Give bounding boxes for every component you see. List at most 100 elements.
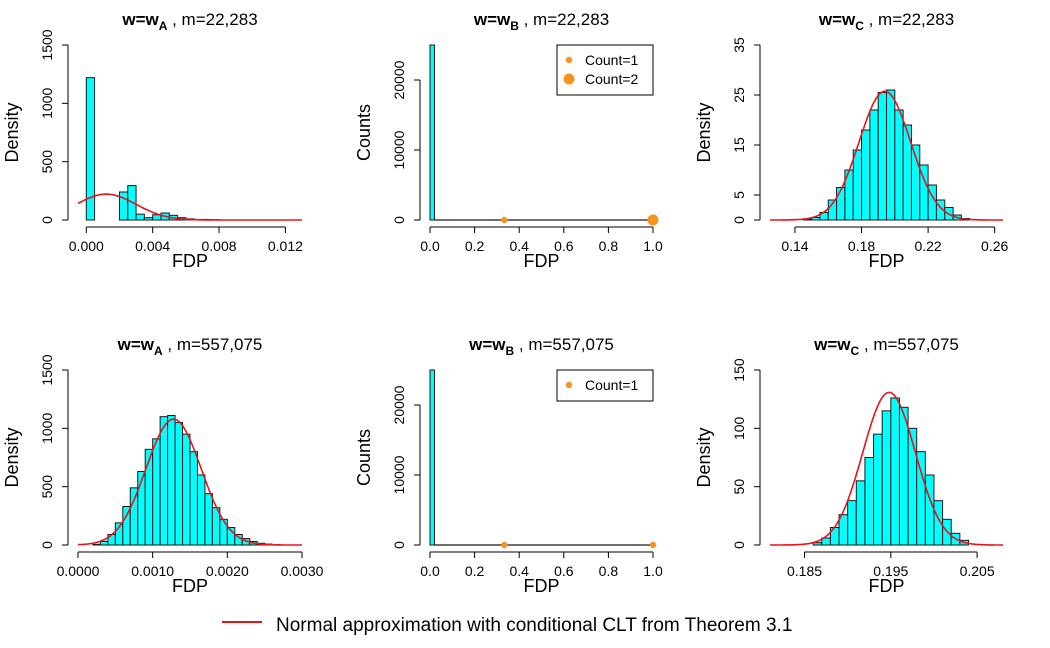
count-legend-box: [556, 369, 654, 402]
chart-title: w=wC , m=22,283: [818, 10, 954, 33]
x-tick-label: 0.8: [599, 563, 619, 579]
count-legend-label: Count=1: [585, 377, 639, 393]
y-tick-label: 0: [391, 216, 407, 224]
x-tick-label: 0.0010: [131, 563, 174, 579]
count-point: [649, 541, 657, 549]
x-tick-label: 0.008: [202, 238, 237, 254]
y-axis-label: Density: [2, 427, 22, 487]
histogram-bar: [869, 109, 879, 221]
histogram-bar: [886, 89, 896, 221]
figure-legend: Normal approximation with conditional CL…: [222, 615, 792, 636]
count-legend-marker: [565, 56, 573, 64]
y-tick-label: 0: [731, 541, 747, 549]
chart-title-rest: , m=22,283: [167, 10, 257, 29]
y-axis-label: Counts: [354, 104, 374, 161]
histogram-bar: [852, 149, 863, 221]
y-axis-label: Counts: [354, 429, 374, 486]
x-tick-label: 0.2: [465, 238, 485, 254]
histogram-bar: [855, 480, 866, 546]
chart-title-rest: , m=557,075: [514, 335, 614, 354]
x-axis-label: FDP: [869, 576, 905, 596]
x-tick-label: 0.4: [509, 563, 529, 579]
y-tick-label: 0: [39, 216, 55, 224]
chart-title-subscript: A: [159, 19, 168, 33]
chart-title-subscript: C: [855, 19, 864, 33]
count-point: [501, 541, 508, 549]
x-tick-label: 0.205: [960, 563, 995, 579]
y-tick-label: 500: [39, 150, 55, 174]
chart-title: w=wA , m=557,075: [117, 335, 263, 358]
x-tick-label: 1.0: [643, 563, 663, 579]
histogram-bar: [204, 493, 213, 546]
histogram-bar: [429, 369, 435, 546]
x-axis-label: FDP: [524, 251, 560, 271]
normal-curve: [77, 418, 302, 546]
chart-title-main: w=w: [117, 335, 155, 354]
histogram-bar: [144, 448, 154, 546]
histogram-bar: [129, 487, 139, 546]
histogram-bar: [189, 451, 198, 546]
histogram-bar: [85, 77, 96, 221]
y-tick-label: 500: [39, 475, 55, 499]
x-tick-label: 0.195: [873, 563, 908, 579]
x-tick-label: 0.0030: [281, 563, 324, 579]
count-legend-label: Count=1: [585, 52, 639, 68]
x-tick-label: 0.6: [554, 563, 574, 579]
chart-title: w=wB , m=22,283: [473, 10, 609, 33]
count-legend-box: [556, 44, 654, 96]
x-tick-label: 1.0: [643, 238, 663, 254]
panel-6: w=wC , m=557,075 0.185 0.195 0.205 FDP 0 50 100…: [694, 335, 1003, 596]
count-legend: Count=1 Count=2: [556, 44, 654, 96]
count-point: [647, 214, 659, 226]
y-tick-label: 10000: [391, 130, 407, 169]
normal-curve: [770, 391, 1003, 546]
count-legend-label: Count=2: [585, 71, 639, 87]
y-tick-label: 0: [391, 541, 407, 549]
histogram-bar: [916, 451, 926, 546]
histogram-bar: [881, 410, 892, 546]
x-tick-label: 0.18: [848, 238, 875, 254]
chart-title-main: w=w: [468, 335, 506, 354]
y-tick-label: 20000: [391, 385, 407, 424]
x-tick-label: 0.004: [135, 238, 170, 254]
histogram-bar: [143, 217, 154, 221]
histogram-bar: [174, 422, 184, 546]
x-tick-label: 0.012: [268, 238, 303, 254]
histogram-bar: [135, 213, 145, 221]
chart-title-subscript: A: [154, 344, 163, 358]
y-tick-label: 50: [731, 479, 747, 495]
panel-3: w=wC , m=22,283 0.14 0.18 0.22 0.26 FDP 0 5 15 25…: [694, 10, 1009, 271]
x-tick-label: 0.4: [509, 238, 529, 254]
chart-title-rest: , m=557,075: [859, 335, 959, 354]
histogram-bar: [159, 416, 169, 546]
chart-title-main: w=w: [813, 335, 851, 354]
histogram-bar: [152, 438, 161, 546]
histogram-bar: [898, 406, 909, 546]
normal-curve: [77, 193, 302, 221]
count-legend-marker: [563, 73, 575, 85]
x-tick-label: 0.22: [914, 238, 941, 254]
legend-label-normal-approx: Normal approximation with conditional CL…: [276, 615, 792, 636]
x-axis-label: FDP: [172, 576, 208, 596]
panel-2: w=wB , m=22,283 0.0 0.2 0.4 0.6 0.8 1.0 FDP 0 100…: [354, 10, 663, 271]
y-tick-label: 1000: [39, 88, 55, 119]
panel-1: w=wA , m=22,283 0.000 0.004 0.008 0.012 FDP 0 5…: [2, 10, 303, 271]
chart-title-main: w=w: [818, 10, 856, 29]
y-tick-label: 0: [731, 216, 747, 224]
x-tick-label: 0.8: [599, 238, 619, 254]
histogram-bar: [836, 187, 846, 221]
x-axis-label: FDP: [869, 251, 905, 271]
chart-title-main: w=w: [121, 10, 159, 29]
histogram-bar: [182, 433, 191, 546]
y-axis-label: Density: [2, 102, 22, 162]
histogram-bar: [894, 109, 904, 221]
x-tick-label: 0.2: [465, 563, 485, 579]
y-tick-label: 10000: [391, 455, 407, 494]
chart-title-subscript: B: [510, 19, 519, 33]
y-axis-label: Density: [694, 102, 714, 162]
chart-title-subscript: B: [505, 344, 514, 358]
panel-5: w=wB , m=557,075 0.0 0.2 0.4 0.6 0.8 1.0 FDP 0 10…: [354, 335, 663, 596]
histogram-bar: [167, 415, 176, 546]
